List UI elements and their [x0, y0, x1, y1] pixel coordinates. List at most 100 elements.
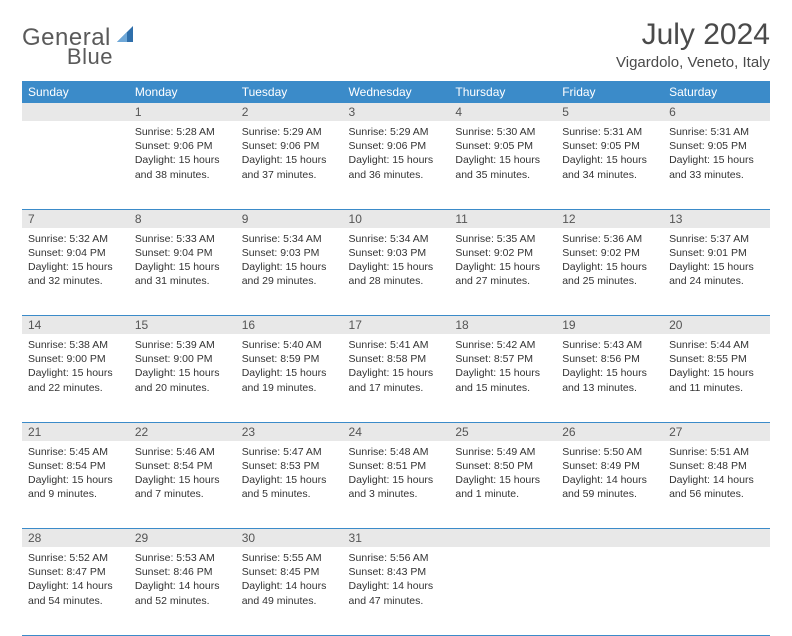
day-cell: Sunrise: 5:32 AMSunset: 9:04 PMDaylight:…: [22, 228, 129, 316]
sunrise-line: Sunrise: 5:31 AM: [562, 125, 657, 139]
day-cell: Sunrise: 5:37 AMSunset: 9:01 PMDaylight:…: [663, 228, 770, 316]
day-number-cell: 13: [663, 209, 770, 228]
day-cell: Sunrise: 5:45 AMSunset: 8:54 PMDaylight:…: [22, 441, 129, 529]
day-number-cell: 9: [236, 209, 343, 228]
sunset-line: Sunset: 9:05 PM: [562, 139, 657, 153]
sunrise-line: Sunrise: 5:43 AM: [562, 338, 657, 352]
day-cell: Sunrise: 5:48 AMSunset: 8:51 PMDaylight:…: [343, 441, 450, 529]
sunset-line: Sunset: 8:47 PM: [28, 565, 123, 579]
day-number-cell: 30: [236, 529, 343, 548]
day-lines: Sunrise: 5:44 AMSunset: 8:55 PMDaylight:…: [669, 338, 764, 395]
day-lines: Sunrise: 5:31 AMSunset: 9:05 PMDaylight:…: [669, 125, 764, 182]
sunset-line: Sunset: 9:06 PM: [349, 139, 444, 153]
day-lines: Sunrise: 5:31 AMSunset: 9:05 PMDaylight:…: [562, 125, 657, 182]
daylight-line: Daylight: 15 hours and 3 minutes.: [349, 473, 444, 501]
day-cell: Sunrise: 5:34 AMSunset: 9:03 PMDaylight:…: [236, 228, 343, 316]
day-number-cell: 2: [236, 103, 343, 121]
sunset-line: Sunset: 9:03 PM: [349, 246, 444, 260]
day-number-cell: [449, 529, 556, 548]
sunset-line: Sunset: 9:02 PM: [455, 246, 550, 260]
daylight-line: Daylight: 15 hours and 27 minutes.: [455, 260, 550, 288]
sunrise-line: Sunrise: 5:55 AM: [242, 551, 337, 565]
day-lines: Sunrise: 5:38 AMSunset: 9:00 PMDaylight:…: [28, 338, 123, 395]
day-number-cell: 25: [449, 422, 556, 441]
sunrise-line: Sunrise: 5:51 AM: [669, 445, 764, 459]
day-cell: Sunrise: 5:52 AMSunset: 8:47 PMDaylight:…: [22, 547, 129, 635]
daylight-line: Daylight: 15 hours and 38 minutes.: [135, 153, 230, 181]
day-cell: Sunrise: 5:30 AMSunset: 9:05 PMDaylight:…: [449, 121, 556, 209]
daylight-line: Daylight: 15 hours and 15 minutes.: [455, 366, 550, 394]
day-lines: Sunrise: 5:46 AMSunset: 8:54 PMDaylight:…: [135, 445, 230, 502]
location-subtitle: Vigardolo, Veneto, Italy: [616, 54, 770, 71]
day-cell: Sunrise: 5:28 AMSunset: 9:06 PMDaylight:…: [129, 121, 236, 209]
day-lines: Sunrise: 5:48 AMSunset: 8:51 PMDaylight:…: [349, 445, 444, 502]
day-cell: Sunrise: 5:34 AMSunset: 9:03 PMDaylight:…: [343, 228, 450, 316]
sunset-line: Sunset: 9:00 PM: [135, 352, 230, 366]
sunset-line: Sunset: 8:51 PM: [349, 459, 444, 473]
sunset-line: Sunset: 8:59 PM: [242, 352, 337, 366]
sunrise-line: Sunrise: 5:47 AM: [242, 445, 337, 459]
weekday-header: Monday: [129, 81, 236, 103]
sunset-line: Sunset: 9:05 PM: [669, 139, 764, 153]
weekday-header: Friday: [556, 81, 663, 103]
day-lines: Sunrise: 5:37 AMSunset: 9:01 PMDaylight:…: [669, 232, 764, 289]
day-number-row: 78910111213: [22, 209, 770, 228]
day-cell: Sunrise: 5:35 AMSunset: 9:02 PMDaylight:…: [449, 228, 556, 316]
daylight-line: Daylight: 15 hours and 37 minutes.: [242, 153, 337, 181]
day-lines: Sunrise: 5:35 AMSunset: 9:02 PMDaylight:…: [455, 232, 550, 289]
sunrise-line: Sunrise: 5:31 AM: [669, 125, 764, 139]
daylight-line: Daylight: 15 hours and 22 minutes.: [28, 366, 123, 394]
weekday-header: Sunday: [22, 81, 129, 103]
day-content-row: Sunrise: 5:45 AMSunset: 8:54 PMDaylight:…: [22, 441, 770, 529]
day-number-cell: 20: [663, 316, 770, 335]
daylight-line: Daylight: 15 hours and 33 minutes.: [669, 153, 764, 181]
sunset-line: Sunset: 9:04 PM: [28, 246, 123, 260]
sunrise-line: Sunrise: 5:53 AM: [135, 551, 230, 565]
sunrise-line: Sunrise: 5:56 AM: [349, 551, 444, 565]
day-cell: Sunrise: 5:36 AMSunset: 9:02 PMDaylight:…: [556, 228, 663, 316]
daylight-line: Daylight: 15 hours and 5 minutes.: [242, 473, 337, 501]
day-lines: Sunrise: 5:34 AMSunset: 9:03 PMDaylight:…: [349, 232, 444, 289]
day-cell: Sunrise: 5:46 AMSunset: 8:54 PMDaylight:…: [129, 441, 236, 529]
sunrise-line: Sunrise: 5:29 AM: [349, 125, 444, 139]
day-cell: Sunrise: 5:56 AMSunset: 8:43 PMDaylight:…: [343, 547, 450, 635]
day-number-cell: 28: [22, 529, 129, 548]
day-lines: Sunrise: 5:45 AMSunset: 8:54 PMDaylight:…: [28, 445, 123, 502]
sunset-line: Sunset: 8:57 PM: [455, 352, 550, 366]
daylight-line: Daylight: 15 hours and 17 minutes.: [349, 366, 444, 394]
sunrise-line: Sunrise: 5:30 AM: [455, 125, 550, 139]
daylight-line: Daylight: 15 hours and 34 minutes.: [562, 153, 657, 181]
sunset-line: Sunset: 9:03 PM: [242, 246, 337, 260]
daylight-line: Daylight: 15 hours and 11 minutes.: [669, 366, 764, 394]
weekday-header: Tuesday: [236, 81, 343, 103]
day-lines: Sunrise: 5:43 AMSunset: 8:56 PMDaylight:…: [562, 338, 657, 395]
sunrise-line: Sunrise: 5:50 AM: [562, 445, 657, 459]
sunset-line: Sunset: 8:48 PM: [669, 459, 764, 473]
day-lines: Sunrise: 5:30 AMSunset: 9:05 PMDaylight:…: [455, 125, 550, 182]
sunrise-line: Sunrise: 5:29 AM: [242, 125, 337, 139]
sunrise-line: Sunrise: 5:45 AM: [28, 445, 123, 459]
day-cell: Sunrise: 5:50 AMSunset: 8:49 PMDaylight:…: [556, 441, 663, 529]
sunrise-line: Sunrise: 5:41 AM: [349, 338, 444, 352]
daylight-line: Daylight: 15 hours and 7 minutes.: [135, 473, 230, 501]
daylight-line: Daylight: 14 hours and 59 minutes.: [562, 473, 657, 501]
daylight-line: Daylight: 15 hours and 31 minutes.: [135, 260, 230, 288]
daylight-line: Daylight: 14 hours and 52 minutes.: [135, 579, 230, 607]
page-title: July 2024: [616, 18, 770, 52]
day-cell: Sunrise: 5:40 AMSunset: 8:59 PMDaylight:…: [236, 334, 343, 422]
daylight-line: Daylight: 14 hours and 56 minutes.: [669, 473, 764, 501]
sunset-line: Sunset: 9:00 PM: [28, 352, 123, 366]
daylight-line: Daylight: 15 hours and 35 minutes.: [455, 153, 550, 181]
sunset-line: Sunset: 9:02 PM: [562, 246, 657, 260]
weekday-header: Thursday: [449, 81, 556, 103]
day-cell: Sunrise: 5:29 AMSunset: 9:06 PMDaylight:…: [236, 121, 343, 209]
sunrise-line: Sunrise: 5:49 AM: [455, 445, 550, 459]
day-number-cell: 16: [236, 316, 343, 335]
day-cell: Sunrise: 5:53 AMSunset: 8:46 PMDaylight:…: [129, 547, 236, 635]
sunset-line: Sunset: 8:54 PM: [135, 459, 230, 473]
sunrise-line: Sunrise: 5:37 AM: [669, 232, 764, 246]
sunset-line: Sunset: 9:04 PM: [135, 246, 230, 260]
day-cell: Sunrise: 5:51 AMSunset: 8:48 PMDaylight:…: [663, 441, 770, 529]
daylight-line: Daylight: 15 hours and 9 minutes.: [28, 473, 123, 501]
day-lines: Sunrise: 5:50 AMSunset: 8:49 PMDaylight:…: [562, 445, 657, 502]
